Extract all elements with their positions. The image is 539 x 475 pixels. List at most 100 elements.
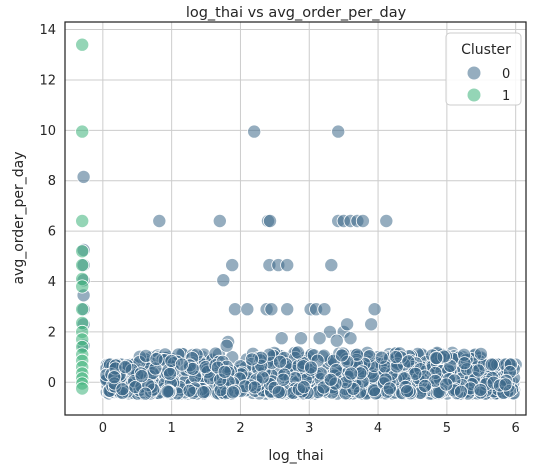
chart-title: log_thai vs avg_order_per_day <box>186 5 407 21</box>
x-tick-label: 1 <box>168 421 176 436</box>
data-point-cluster-0 <box>225 385 240 400</box>
y-tick-label: 10 <box>39 124 56 139</box>
data-point-cluster-0 <box>227 302 242 317</box>
data-point-cluster-0 <box>429 350 444 365</box>
data-point-cluster-0 <box>303 360 318 375</box>
data-point-cluster-0 <box>473 382 488 397</box>
data-point-cluster-0 <box>219 338 234 353</box>
y-tick-label: 2 <box>48 325 56 340</box>
data-point-cluster-0 <box>296 380 311 395</box>
x-tick-label: 6 <box>512 421 520 436</box>
data-point-cluster-0 <box>152 213 167 228</box>
data-point-cluster-0 <box>344 366 359 381</box>
data-point-cluster-0 <box>331 124 346 139</box>
data-point-cluster-1 <box>75 213 90 228</box>
y-tick-label: 6 <box>48 225 56 240</box>
data-point-cluster-0 <box>417 378 432 393</box>
data-point-cluster-0 <box>118 360 133 375</box>
data-point-cluster-0 <box>355 213 370 228</box>
data-point-cluster-0 <box>174 357 189 372</box>
x-tick-label: 5 <box>443 421 451 436</box>
data-point-cluster-1 <box>75 258 90 273</box>
data-point-cluster-0 <box>280 302 295 317</box>
data-point-cluster-0 <box>334 348 349 363</box>
data-point-cluster-0 <box>400 384 415 399</box>
legend-label-1: 1 <box>502 89 510 104</box>
y-axis-label: avg_order_per_day <box>11 151 27 284</box>
y-tick-labels: 0 2 4 6 8 10 12 14 <box>39 23 56 391</box>
data-point-cluster-0 <box>107 370 122 385</box>
data-point-cluster-0 <box>196 385 211 400</box>
data-point-cluster-0 <box>317 302 332 317</box>
data-point-cluster-0 <box>329 333 344 348</box>
data-point-cluster-0 <box>343 331 358 346</box>
data-point-cluster-1 <box>75 244 90 259</box>
data-point-cluster-0 <box>312 331 327 346</box>
data-point-cluster-0 <box>471 363 486 378</box>
data-point-cluster-0 <box>324 258 339 273</box>
data-point-cluster-0 <box>162 366 177 381</box>
data-point-cluster-0 <box>115 382 130 397</box>
data-point-cluster-1 <box>75 124 90 139</box>
data-point-cluster-1 <box>75 279 90 294</box>
data-point-cluster-0 <box>290 345 305 360</box>
y-tick-label: 8 <box>48 174 56 189</box>
x-tick-labels: 0 1 2 3 4 5 6 <box>99 421 520 436</box>
legend-marker-0 <box>467 66 481 80</box>
data-point-cluster-0 <box>457 356 472 371</box>
data-point-cluster-0 <box>439 377 454 392</box>
legend: Cluster 0 1 <box>445 32 522 106</box>
data-point-cluster-0 <box>182 383 197 398</box>
data-point-cluster-1 <box>75 381 90 396</box>
y-tick-label: 12 <box>39 73 56 88</box>
data-point-cluster-0 <box>293 331 308 346</box>
x-tick-label: 2 <box>236 421 244 436</box>
data-point-cluster-0 <box>264 302 279 317</box>
data-point-cluster-0 <box>138 386 153 401</box>
data-point-cluster-0 <box>160 384 175 399</box>
data-point-cluster-0 <box>255 370 270 385</box>
y-tick-label: 0 <box>48 376 56 391</box>
data-point-cluster-0 <box>272 354 287 369</box>
data-point-cluster-0 <box>367 302 382 317</box>
data-point-cluster-0 <box>244 352 259 367</box>
data-point-cluster-0 <box>323 372 338 387</box>
data-point-cluster-0 <box>247 124 262 139</box>
legend-label-0: 0 <box>502 67 510 82</box>
data-point-cluster-0 <box>349 347 364 362</box>
data-point-cluster-1 <box>75 302 90 317</box>
data-point-cluster-0 <box>212 213 227 228</box>
data-point-cluster-0 <box>225 258 240 273</box>
data-point-cluster-0 <box>247 380 262 395</box>
data-point-cluster-0 <box>388 349 403 364</box>
data-point-cluster-1 <box>75 37 90 52</box>
data-point-cluster-0 <box>374 350 389 365</box>
legend-marker-1 <box>467 88 481 102</box>
legend-box <box>445 32 522 106</box>
data-point-cluster-0 <box>366 383 381 398</box>
data-point-cluster-0 <box>217 364 232 379</box>
data-point-cluster-0 <box>216 273 231 288</box>
x-tick-label: 0 <box>99 421 107 436</box>
data-point-cluster-0 <box>401 354 416 369</box>
x-tick-label: 3 <box>305 421 313 436</box>
data-point-cluster-0 <box>274 331 289 346</box>
data-point-cluster-0 <box>498 377 513 392</box>
data-point-cluster-0 <box>382 381 397 396</box>
data-point-cluster-0 <box>262 213 277 228</box>
data-point-cluster-0 <box>484 357 499 372</box>
data-points <box>75 37 523 401</box>
x-tick-label: 4 <box>374 421 382 436</box>
data-point-cluster-0 <box>76 169 91 184</box>
data-point-cluster-0 <box>271 384 286 399</box>
plot-frame <box>64 21 527 416</box>
y-tick-label: 4 <box>48 275 56 290</box>
y-tick-label: 14 <box>39 23 56 38</box>
data-point-cluster-0 <box>149 352 164 367</box>
x-axis-label: log_thai <box>268 448 323 464</box>
data-point-cluster-0 <box>379 213 394 228</box>
data-point-cluster-0 <box>473 346 488 361</box>
data-point-cluster-0 <box>134 369 149 384</box>
data-point-cluster-0 <box>453 384 468 399</box>
